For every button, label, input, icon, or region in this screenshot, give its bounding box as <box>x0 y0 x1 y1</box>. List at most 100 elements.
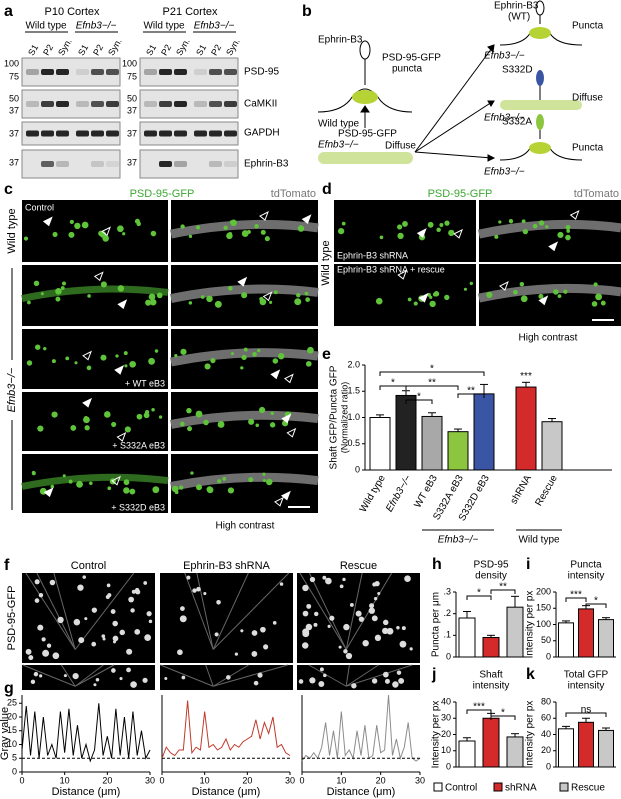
puncta <box>51 411 58 418</box>
puncta <box>206 295 213 303</box>
puncta <box>177 649 183 656</box>
diagram-label: Puncta <box>572 21 604 32</box>
puncta <box>188 301 193 305</box>
sig-bracket <box>405 399 433 404</box>
puncta <box>84 415 88 420</box>
puncta <box>101 634 106 638</box>
bar <box>458 617 476 658</box>
y-tick-label: 20 <box>541 745 551 755</box>
puncta <box>375 297 383 305</box>
neurite <box>160 664 214 687</box>
channel-title: tdTomato <box>574 188 619 200</box>
puncta <box>241 354 247 361</box>
puncta <box>538 293 544 299</box>
puncta <box>142 677 148 683</box>
puncta <box>304 291 309 296</box>
puncta <box>180 224 185 229</box>
puncta <box>319 667 324 672</box>
puncta <box>41 637 46 642</box>
x-axis-label: Distance (μm) <box>52 786 121 798</box>
micrograph <box>22 392 168 451</box>
puncta <box>216 600 221 605</box>
band <box>159 69 172 75</box>
neurite <box>205 664 214 687</box>
band <box>56 69 69 75</box>
puncta <box>374 634 382 642</box>
puncta <box>203 591 207 596</box>
trace <box>301 694 421 762</box>
condition-title: Ephrin-B3 shRNA <box>183 560 270 572</box>
significance: ** <box>499 582 507 593</box>
puncta <box>119 629 126 636</box>
puncta <box>251 630 258 636</box>
puncta <box>327 624 331 628</box>
lane-label: P2 <box>159 43 173 58</box>
x-tick-label: WT eB3 <box>412 473 440 510</box>
puncta <box>228 286 233 291</box>
puncta <box>227 487 235 494</box>
puncta <box>180 616 186 623</box>
puncta <box>214 632 219 637</box>
puncta <box>51 359 56 364</box>
puncta <box>200 295 205 299</box>
puncta <box>179 485 184 490</box>
puncta <box>498 220 502 224</box>
bar <box>598 619 614 658</box>
band <box>41 69 54 75</box>
y-tick-label: .1 <box>443 630 451 640</box>
puncta <box>143 581 148 585</box>
neurite <box>345 664 379 687</box>
puncta <box>252 351 257 357</box>
puncta <box>39 674 43 678</box>
puncta <box>144 634 152 642</box>
puncta <box>111 668 116 673</box>
puncta <box>204 363 211 370</box>
channel-title: tdTomato <box>271 188 316 200</box>
puncta <box>341 221 346 226</box>
diagram-label: Diffuse <box>572 93 603 104</box>
bar <box>598 729 614 768</box>
puncta <box>77 584 84 591</box>
dendrite <box>170 472 319 491</box>
puncta <box>195 225 201 230</box>
label: High contrast <box>216 521 275 532</box>
puncta <box>258 406 266 414</box>
neurite <box>212 572 249 650</box>
lane-label: S1 <box>26 43 40 58</box>
arrow <box>414 101 493 153</box>
puncta <box>37 425 44 432</box>
band <box>106 161 119 167</box>
puncta <box>103 411 111 418</box>
y-tick-label: 10 <box>7 739 17 749</box>
band <box>209 69 222 75</box>
micrograph <box>297 573 420 663</box>
arrowhead <box>280 490 291 501</box>
puncta <box>100 281 107 288</box>
puncta <box>181 675 186 680</box>
puncta <box>124 364 128 368</box>
band <box>159 101 172 107</box>
puncta <box>164 677 168 681</box>
puncta <box>34 579 40 585</box>
puncta <box>318 681 325 687</box>
lane-label: P2 <box>91 43 105 58</box>
band <box>174 130 187 137</box>
band <box>144 69 157 75</box>
puncta <box>439 223 444 228</box>
neurite <box>346 664 413 687</box>
puncta <box>305 360 312 367</box>
arrowhead <box>43 487 54 498</box>
arrowhead <box>487 44 496 162</box>
y-tick-label: 0 <box>12 766 17 776</box>
puncta <box>117 285 125 292</box>
puncta <box>226 675 231 680</box>
significance: *** <box>473 702 485 713</box>
puncta <box>115 354 119 358</box>
diagram-label: Diffuse <box>385 141 416 152</box>
dendrite <box>478 283 621 303</box>
significance: ns <box>581 705 592 716</box>
arrowhead <box>114 364 125 375</box>
label: Ephrin-B3 shRNA + rescue <box>337 264 445 274</box>
y-tick-label: 80 <box>541 696 551 706</box>
